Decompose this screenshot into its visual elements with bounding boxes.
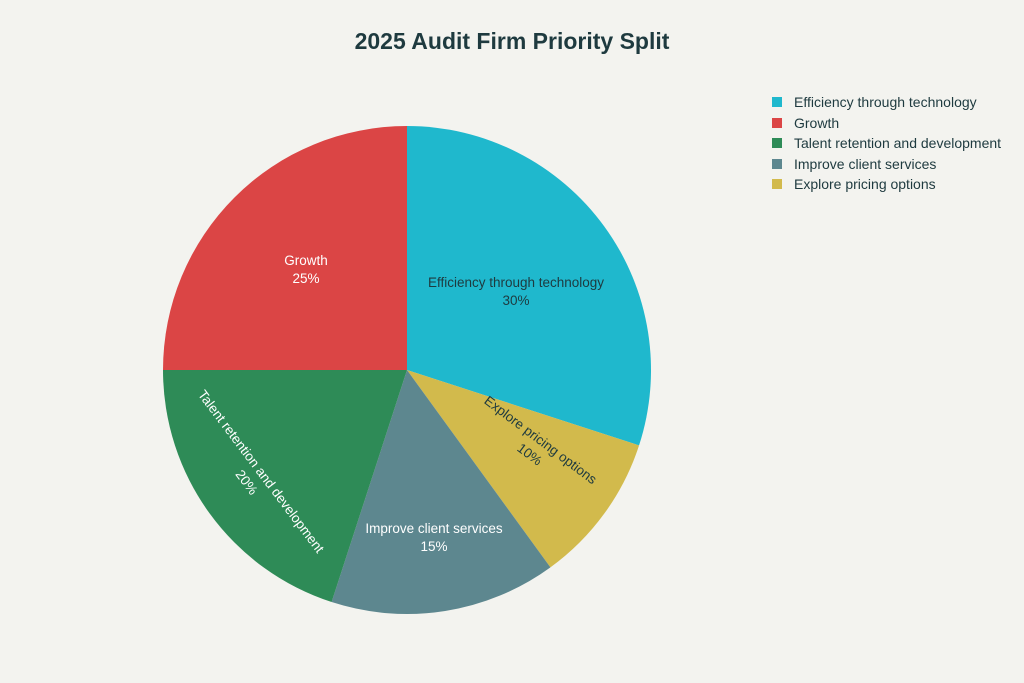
legend-item[interactable]: Explore pricing options [772, 174, 1001, 195]
legend-swatch [772, 179, 782, 190]
pie-slice-explore-pricing-options [407, 370, 640, 568]
legend-item[interactable]: Improve client services [772, 154, 1001, 175]
slice-label: Growth [284, 253, 328, 268]
legend: Efficiency through technology Growth Talen… [772, 92, 1001, 195]
pie-slice-growth [163, 126, 407, 370]
pie-slice-talent-retention-and-development [163, 370, 407, 603]
legend-item[interactable]: Talent retention and development [772, 133, 1001, 154]
slice-label-group: Improve client services 15% [365, 521, 503, 554]
slice-percent: 30% [502, 293, 529, 308]
legend-label: Growth [794, 114, 840, 131]
slice-label: Efficiency through technology [428, 275, 604, 290]
legend-swatch [772, 138, 782, 149]
legend-label: Explore pricing options [794, 176, 936, 193]
slice-label-group: Efficiency through technology 30% [428, 275, 604, 308]
legend-label: Talent retention and development [794, 135, 1002, 152]
pie-slice-efficiency-through-technology [407, 126, 652, 446]
slice-label: Improve client services [365, 521, 503, 536]
legend-label: Efficiency through technology [794, 94, 977, 111]
slice-percent: 25% [292, 271, 319, 286]
legend-label: Improve client services [794, 155, 937, 172]
legend-item[interactable]: Growth [772, 113, 1001, 134]
slice-label-group: Growth 25% [284, 253, 328, 286]
legend-swatch [772, 117, 782, 128]
legend-swatch [772, 97, 782, 108]
chart-title: 2025 Audit Firm Priority Split [354, 28, 670, 54]
legend-swatch [772, 158, 782, 169]
legend-item[interactable]: Efficiency through technology [772, 92, 1001, 113]
slice-percent: 15% [420, 539, 447, 554]
pie-slice-improve-client-services [331, 370, 551, 614]
